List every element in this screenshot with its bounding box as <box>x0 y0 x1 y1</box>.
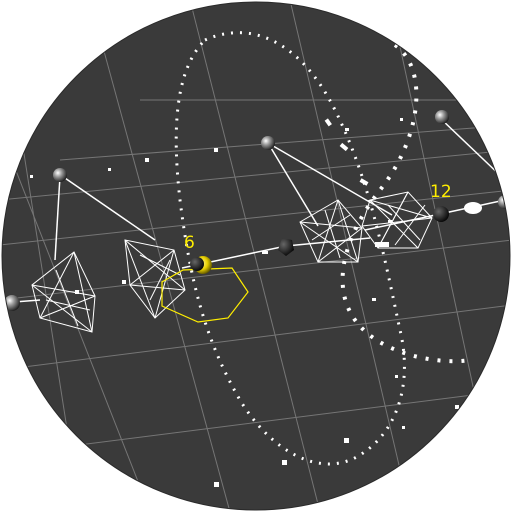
node-left-edge[interactable] <box>4 295 20 311</box>
node-center[interactable] <box>278 238 294 256</box>
node-12[interactable] <box>433 206 449 222</box>
scatter-markers <box>30 118 459 487</box>
node-white-ellipse[interactable] <box>464 202 482 214</box>
path-bar-markers <box>262 118 389 254</box>
frustum-center-left <box>124 239 186 319</box>
frustum-left <box>31 251 96 333</box>
node-12-label: 12 <box>430 182 452 202</box>
frustum-right <box>361 191 433 249</box>
orbit-path <box>174 31 471 466</box>
node-top-left[interactable] <box>53 168 67 182</box>
node-6-label: 6 <box>184 233 195 253</box>
node-6-core <box>190 257 204 271</box>
frustum-center-right <box>299 199 363 263</box>
node-top-center[interactable] <box>261 136 275 150</box>
selection-hexagon <box>161 267 249 323</box>
node-top-right[interactable] <box>435 110 449 124</box>
